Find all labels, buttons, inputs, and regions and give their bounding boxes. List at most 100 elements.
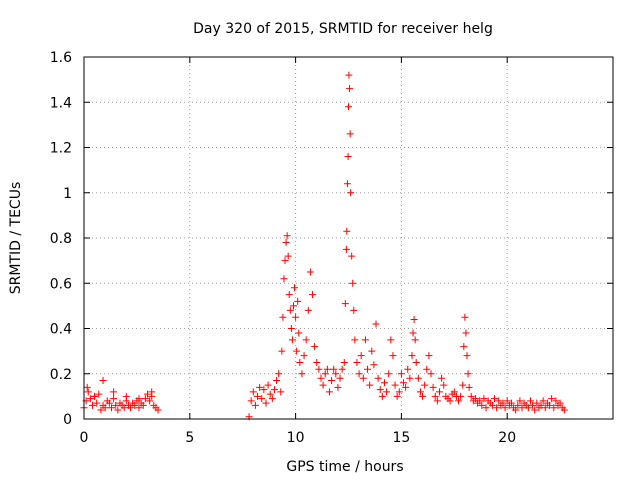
data-point: [143, 390, 151, 398]
data-point: [461, 313, 469, 321]
data-point: [323, 365, 331, 373]
data-point: [340, 358, 348, 366]
plot-frame: [83, 56, 614, 420]
data-point: [410, 315, 418, 323]
data-point: [284, 252, 292, 260]
data-point: [279, 313, 287, 321]
data-point: [491, 395, 499, 403]
data-point: [309, 291, 317, 299]
data-point: [431, 392, 439, 400]
x-tick-label: 10: [287, 430, 305, 446]
data-point: [433, 397, 441, 405]
data-point: [560, 406, 568, 414]
data-point: [346, 130, 354, 138]
data-point: [332, 370, 340, 378]
data-point: [148, 388, 156, 396]
y-tick-label: 1: [63, 186, 72, 202]
y-tick-label: 0.8: [50, 231, 72, 247]
y-tick-label: 0.4: [50, 322, 72, 338]
data-point: [482, 404, 490, 412]
data-point: [516, 397, 524, 405]
data-point: [366, 381, 374, 389]
data-point: [529, 401, 537, 409]
data-point: [518, 404, 526, 412]
data-point: [425, 352, 433, 360]
data-point: [270, 386, 278, 394]
data-point: [258, 395, 266, 403]
data-point: [97, 406, 105, 414]
data-point: [435, 388, 443, 396]
data-point: [95, 390, 103, 398]
data-point: [462, 329, 470, 337]
data-point: [412, 358, 420, 366]
data-point: [402, 383, 410, 391]
x-tick-label: 5: [185, 430, 194, 446]
data-point: [334, 383, 342, 391]
data-point: [251, 401, 259, 409]
data-point: [550, 404, 558, 412]
data-point: [503, 397, 511, 405]
data-point: [91, 392, 99, 400]
data-point: [325, 388, 333, 396]
data-point: [397, 370, 405, 378]
data-point: [355, 370, 363, 378]
data-point: [446, 397, 454, 405]
data-point: [306, 268, 314, 276]
data-point: [427, 370, 435, 378]
data-point: [351, 336, 359, 344]
data-point: [298, 370, 306, 378]
data-point: [277, 388, 285, 396]
data-point: [531, 406, 539, 414]
data-point: [414, 374, 422, 382]
data-point: [135, 404, 143, 412]
data-point: [383, 388, 391, 396]
data-point: [317, 374, 325, 382]
data-point: [315, 365, 323, 373]
data-point: [344, 153, 352, 161]
data-point: [387, 336, 395, 344]
data-point: [353, 358, 361, 366]
data-point: [343, 180, 351, 188]
y-tick-label: 0.2: [50, 367, 72, 383]
data-point: [552, 397, 560, 405]
data-point: [285, 291, 293, 299]
data-point: [459, 381, 467, 389]
data-point: [359, 374, 367, 382]
data-point: [328, 377, 336, 385]
chart-title: Day 320 of 2015, SRMTID for receiver hel…: [193, 21, 493, 37]
x-tick-label: 20: [498, 430, 516, 446]
data-point: [395, 388, 403, 396]
data-point: [86, 395, 94, 403]
data-point: [368, 347, 376, 355]
data-point: [380, 379, 388, 387]
data-point: [526, 397, 534, 405]
data-point: [101, 404, 109, 412]
data-point: [539, 397, 547, 405]
data-point: [343, 227, 351, 235]
data-point: [294, 297, 302, 305]
data-point: [154, 406, 162, 414]
data-point: [471, 395, 479, 403]
data-point: [349, 279, 357, 287]
data-point: [421, 381, 429, 389]
data-point: [338, 365, 346, 373]
data-point: [476, 397, 484, 405]
data-point: [465, 383, 473, 391]
data-point: [400, 379, 408, 387]
data-point: [288, 336, 296, 344]
data-point: [408, 352, 416, 360]
y-axis-label: SRMTID / TECUs: [8, 182, 24, 295]
data-point: [546, 401, 554, 409]
data-point: [345, 71, 353, 79]
data-point: [480, 395, 488, 403]
data-point: [438, 374, 446, 382]
data-point: [287, 325, 295, 332]
data-point: [296, 358, 304, 366]
data-point: [311, 343, 319, 351]
data-point: [440, 381, 448, 389]
data-point: [411, 336, 419, 344]
data-point: [512, 406, 520, 414]
data-point: [110, 388, 118, 396]
data-point: [341, 300, 349, 308]
